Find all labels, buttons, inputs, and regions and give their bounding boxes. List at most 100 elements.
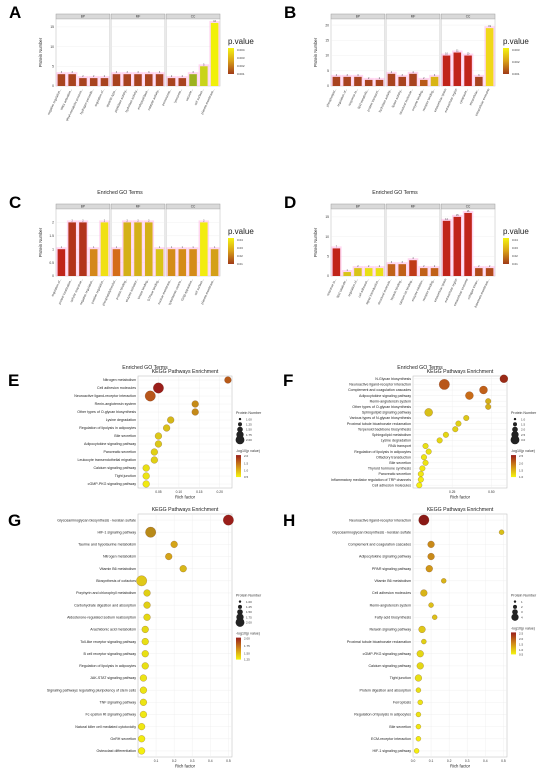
- pathway-label: Regulation of lipolysis in adipocytes: [354, 713, 411, 717]
- bar-value-label: 1: [182, 246, 184, 249]
- bar: [57, 74, 66, 86]
- bar: [398, 76, 406, 86]
- color-legend-label: 0.5: [244, 475, 249, 479]
- pathway-label: Lysine degradation: [381, 439, 411, 443]
- pathway-label: HIF-1 signaling pathway: [372, 749, 411, 753]
- pathway-label: Fatty acid biosynthesis: [375, 615, 412, 619]
- color-legend-label: 2.5: [519, 631, 524, 635]
- y-axis-label: Protein Number: [38, 37, 43, 67]
- bar: [123, 222, 131, 276]
- bar-value-label: 19: [488, 25, 491, 28]
- x-tick-label: 0.2: [172, 759, 177, 763]
- y-tick-label: 1: [52, 247, 54, 251]
- pathway-label: N-Glycan biosynthesis: [375, 377, 411, 381]
- color-legend-label: 2.0: [519, 637, 524, 641]
- bar: [375, 268, 384, 276]
- pathway-label: Protein digestion and absorption: [359, 688, 411, 692]
- legend-tick-label: 0.003: [512, 48, 520, 52]
- x-tick-label: 0.4: [208, 759, 213, 763]
- pathway-dot: [143, 613, 151, 621]
- color-legend-label: 2.00: [244, 637, 250, 641]
- pathway-label: Cell adhesion molecules: [372, 483, 411, 487]
- bar: [68, 74, 76, 86]
- color-legend-label: 1.5: [519, 469, 524, 473]
- bar-value-label: 3: [346, 74, 348, 77]
- y-tick-label: 5: [327, 254, 329, 258]
- pathway-label: Adipocytokine signaling pathway: [359, 394, 411, 398]
- bar: [210, 22, 219, 86]
- pathway-label: Complement and coagulation cascades: [348, 543, 411, 547]
- bar: [155, 74, 164, 86]
- pathway-label: Vitamin B6 metabolism: [374, 579, 411, 583]
- pathway-dot: [145, 526, 156, 538]
- bar: [475, 76, 483, 86]
- pathway-dot: [163, 424, 171, 432]
- x-axis-label: Rich factor: [450, 495, 471, 500]
- bar-value-label: 2: [379, 265, 381, 268]
- pathway-label: Sphingolipid signaling pathway: [362, 411, 411, 415]
- pathway-dot: [142, 480, 150, 488]
- x-tick-label: 0.0: [411, 759, 416, 763]
- pathway-label: Renin-angiotensin system: [370, 399, 411, 403]
- pathway-dot: [139, 686, 147, 694]
- pathway-label: Sphingolipid metabolism: [372, 433, 411, 437]
- legend-tick-label: 0.02: [237, 254, 243, 258]
- bar-value-label: 10: [445, 53, 448, 56]
- pathway-dot: [141, 625, 149, 633]
- size-legend-dot: [237, 426, 243, 433]
- color-legend-label: 1.5: [244, 461, 249, 465]
- pathway-label: Other types of O-glycan biosynthesis: [352, 405, 411, 409]
- pathway-label: Various types of N-glycan biosynthesis: [350, 416, 412, 420]
- size-legend-dot: [511, 613, 519, 621]
- bar: [100, 222, 109, 276]
- category-label: response to...: [326, 278, 338, 297]
- pathway-dot: [416, 662, 424, 670]
- pathway-label: Vitamin B6 metabolism: [99, 567, 136, 571]
- size-legend-dot: [238, 417, 242, 421]
- bar-value-label: 1: [61, 246, 63, 249]
- legend-tick-label: 0.004: [237, 48, 245, 52]
- bar-value-label: 3: [137, 71, 139, 74]
- color-legend-bar: [503, 238, 509, 264]
- bar-value-label: 1: [116, 246, 118, 249]
- pathway-dot: [415, 711, 422, 718]
- bar: [200, 222, 208, 276]
- x-tick-label: 0.50: [488, 490, 495, 494]
- bar: [134, 222, 142, 276]
- bar-value-label: 2: [171, 75, 173, 78]
- pathway-dot: [150, 448, 158, 456]
- bar: [210, 249, 219, 276]
- pathway-label: B cell receptor signaling pathway: [83, 652, 136, 656]
- pathway-label: Adipocytokine signaling pathway: [359, 555, 411, 559]
- pathway-dot: [139, 698, 147, 706]
- pathway-label: Natural killer cell mediated cytotoxicit…: [75, 725, 136, 729]
- size-legend-label: 1: [521, 600, 523, 604]
- category-label: vacuole...: [185, 88, 194, 102]
- pathway-dot: [485, 403, 492, 410]
- color-legend-bar: [236, 455, 241, 478]
- y-tick-label: 5: [327, 69, 329, 73]
- bar-value-label: 15: [456, 214, 459, 217]
- x-tick-label: 0.5: [226, 759, 231, 763]
- legend-tick-label: 0.003: [237, 56, 245, 60]
- size-legend-dot: [235, 435, 245, 445]
- bar: [332, 248, 341, 276]
- bar-value-label: 14: [445, 218, 448, 221]
- facet-label: MF: [411, 15, 416, 19]
- pathway-dot: [138, 747, 146, 755]
- bar: [364, 268, 373, 276]
- panel-letter: A: [9, 3, 21, 22]
- panel-g: G KEGG Pathways Enrichment 0.1 0.2 0.3 0.4 0.5…: [8, 507, 262, 769]
- bar: [453, 52, 462, 86]
- color-legend-title: -log10(p value): [511, 626, 535, 630]
- bar-value-label: 1: [214, 246, 216, 249]
- x-axis-label: Rich factor: [450, 764, 471, 769]
- bar: [167, 78, 176, 86]
- color-legend-title: -log10(p value): [236, 449, 260, 453]
- pathway-label: Relaxin signaling pathway: [369, 628, 411, 632]
- bar: [442, 55, 451, 86]
- color-legend-bar: [503, 48, 509, 74]
- size-legend-title: Protein Number: [511, 594, 537, 598]
- pathway-label: Neuroactive ligand-receptor interaction: [349, 383, 411, 387]
